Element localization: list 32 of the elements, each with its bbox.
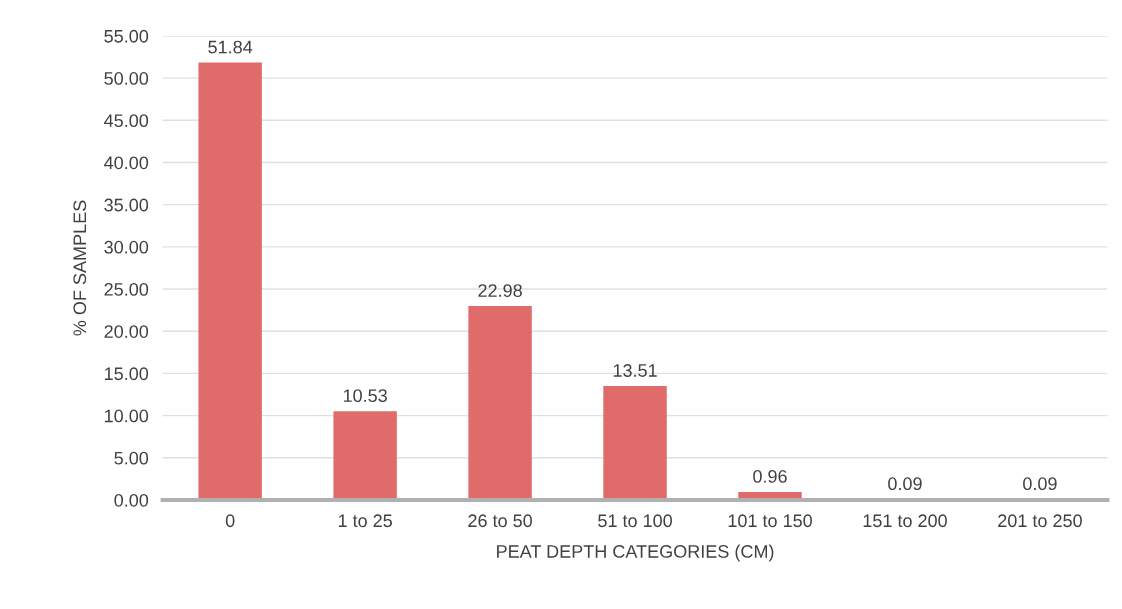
y-axis-title: % OF SAMPLES (73, 200, 87, 336)
data-label: 10.53 (343, 389, 387, 403)
x-tick-label: 26 to 50 (468, 514, 533, 528)
data-label: 13.51 (613, 364, 657, 377)
x-tick-label: 51 to 100 (598, 514, 672, 528)
x-axis-title: PEAT DEPTH CATEGORIES (CM) (497, 544, 774, 562)
y-tick-label: 5.00 (114, 451, 149, 465)
bar (333, 411, 397, 500)
data-label: 22.98 (478, 284, 522, 297)
y-tick-label: 45.00 (104, 114, 149, 128)
x-tick-label: 201 to 250 (998, 514, 1082, 528)
data-label: 51.84 (208, 40, 253, 54)
bar (468, 306, 532, 500)
bar (198, 62, 262, 500)
x-tick-label: 0 (225, 514, 235, 528)
y-tick-label: 35.00 (104, 198, 149, 212)
x-tick-label: 1 to 25 (338, 514, 392, 528)
data-label: 0.09 (1023, 477, 1057, 491)
y-tick-label: 25.00 (104, 282, 149, 296)
bar (603, 386, 667, 500)
y-tick-label: 15.00 (105, 367, 149, 381)
x-tick-label: 101 to 150 (728, 514, 812, 528)
y-tick-label: 40.00 (104, 156, 149, 170)
data-label: 0.96 (753, 469, 787, 483)
x-tick-label: 151 to 200 (863, 514, 947, 528)
y-tick-label: 0.00 (114, 493, 149, 507)
data-label: 0.09 (888, 477, 922, 491)
y-tick-label: 20.00 (104, 325, 149, 338)
y-tick-label: 10.00 (105, 409, 149, 423)
y-tick-label: 30.00 (104, 240, 149, 254)
y-tick-label: 55.00 (104, 29, 149, 43)
y-tick-label: 50.00 (104, 72, 149, 85)
